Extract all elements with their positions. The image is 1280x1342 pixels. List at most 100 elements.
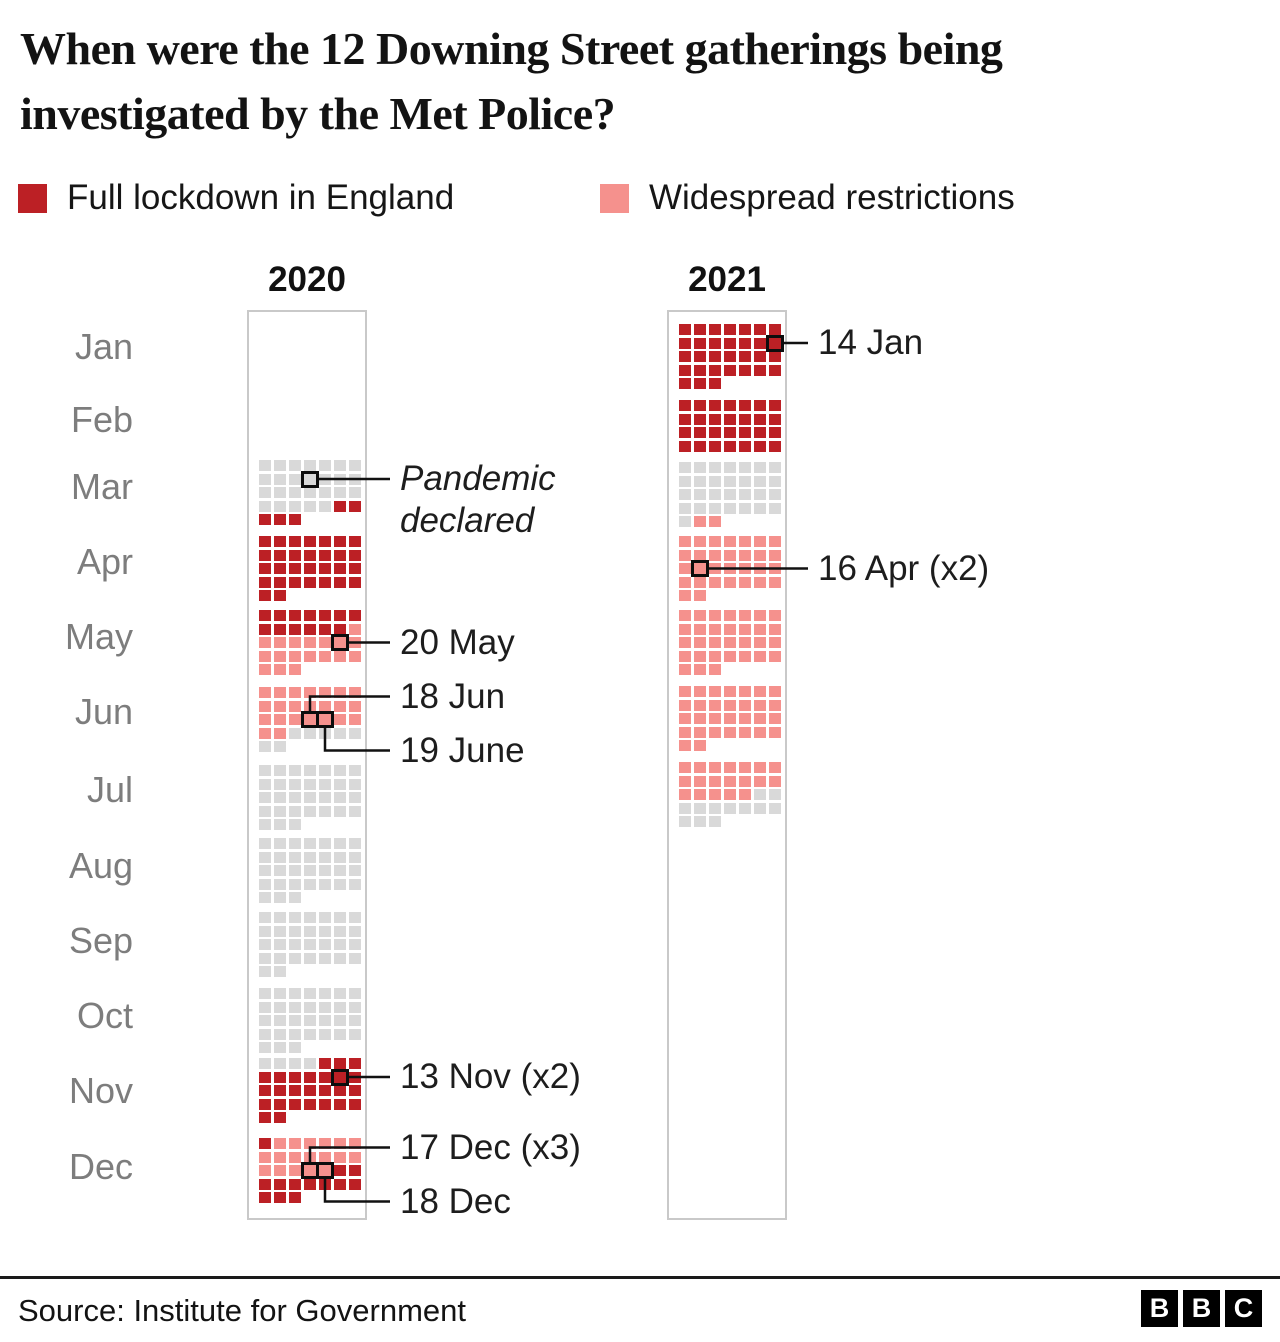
day-cell	[319, 851, 331, 863]
day-cell	[304, 1178, 316, 1190]
day-cell	[274, 514, 286, 525]
day-cell	[334, 1085, 346, 1096]
day-cell	[274, 819, 286, 830]
day-cell	[349, 851, 361, 863]
day-cell	[754, 351, 766, 362]
day-cell	[724, 686, 736, 697]
day-cell	[694, 816, 706, 827]
day-cell	[304, 487, 316, 498]
day-cell	[289, 819, 301, 830]
day-cell	[679, 637, 691, 648]
day-cell	[694, 378, 706, 389]
day-cell	[289, 1165, 301, 1176]
day-cell	[694, 762, 706, 773]
day-cell	[259, 1085, 271, 1096]
day-cell	[259, 892, 271, 903]
day-cell	[289, 851, 301, 863]
day-cell	[319, 650, 331, 662]
day-cell	[754, 802, 766, 814]
day-cell	[319, 792, 331, 803]
day-cell	[289, 500, 301, 512]
bbc-logo-letter: C	[1225, 1290, 1262, 1327]
day-cell	[694, 502, 706, 514]
annotation-label: 17 Dec (x3)	[400, 1127, 581, 1167]
day-cell	[304, 1015, 316, 1026]
day-cell	[304, 637, 316, 648]
day-cell	[304, 925, 316, 937]
day-cell	[754, 337, 766, 349]
day-cell	[289, 650, 301, 662]
day-cell	[274, 714, 286, 725]
day-cell	[769, 762, 781, 773]
day-cell	[739, 713, 751, 724]
page-title: When were the 12 Downing Street gatherin…	[20, 23, 1003, 140]
day-cell	[349, 650, 361, 662]
month-axis-label-jan: Jan	[74, 326, 133, 367]
day-cell	[259, 727, 271, 739]
day-cell	[739, 489, 751, 500]
day-cell	[274, 878, 286, 890]
day-cell	[754, 576, 766, 588]
day-cell	[349, 563, 361, 574]
day-cell	[319, 1015, 331, 1026]
day-cell	[334, 1015, 346, 1026]
day-cell	[304, 765, 316, 776]
day-cell	[694, 427, 706, 438]
day-cell	[724, 489, 736, 500]
day-cell	[289, 1192, 301, 1203]
day-cell	[679, 400, 691, 411]
day-cell	[259, 1165, 271, 1176]
day-cell	[679, 536, 691, 547]
day-cell	[289, 1071, 301, 1083]
day-cell	[274, 966, 286, 977]
day-cell	[304, 865, 316, 876]
day-cell	[694, 686, 706, 697]
day-cell	[754, 637, 766, 648]
day-cell	[259, 514, 271, 525]
day-cell	[304, 727, 316, 739]
day-cell	[724, 337, 736, 349]
day-cell	[304, 1058, 316, 1069]
day-cell	[259, 805, 271, 817]
day-cell	[304, 878, 316, 890]
day-cell	[709, 489, 721, 500]
day-cell	[319, 610, 331, 621]
day-cell	[739, 400, 751, 411]
day-cell	[739, 699, 751, 711]
day-cell	[289, 939, 301, 950]
day-cell	[724, 576, 736, 588]
day-cell	[334, 838, 346, 849]
day-cell	[319, 765, 331, 776]
day-cell	[679, 726, 691, 738]
day-cell	[709, 549, 721, 561]
day-cell	[304, 549, 316, 561]
day-cell	[769, 637, 781, 648]
day-cell	[259, 819, 271, 830]
day-cell	[274, 576, 286, 588]
day-cell	[289, 1058, 301, 1069]
day-cell	[349, 610, 361, 621]
day-cell	[274, 939, 286, 950]
day-cell	[739, 364, 751, 376]
day-cell	[769, 364, 781, 376]
day-cell	[349, 1138, 361, 1149]
annotation-label-line: declared	[400, 501, 535, 540]
legend-item-widespread-restrictions: Widespread restrictions	[600, 180, 1015, 215]
day-cell	[349, 700, 361, 712]
day-cell	[739, 351, 751, 362]
day-cell	[274, 687, 286, 698]
widespread-restrictions-swatch	[600, 183, 629, 213]
day-cell	[724, 462, 736, 473]
day-cell	[334, 792, 346, 803]
day-cell	[334, 610, 346, 621]
day-cell	[709, 337, 721, 349]
day-cell	[709, 440, 721, 452]
day-cell	[289, 536, 301, 547]
day-cell	[694, 699, 706, 711]
day-cell	[709, 475, 721, 487]
day-cell	[679, 502, 691, 514]
day-cell	[769, 576, 781, 588]
day-cell	[694, 516, 706, 527]
day-cell	[349, 1001, 361, 1013]
month-axis-label-apr: Apr	[76, 541, 133, 582]
